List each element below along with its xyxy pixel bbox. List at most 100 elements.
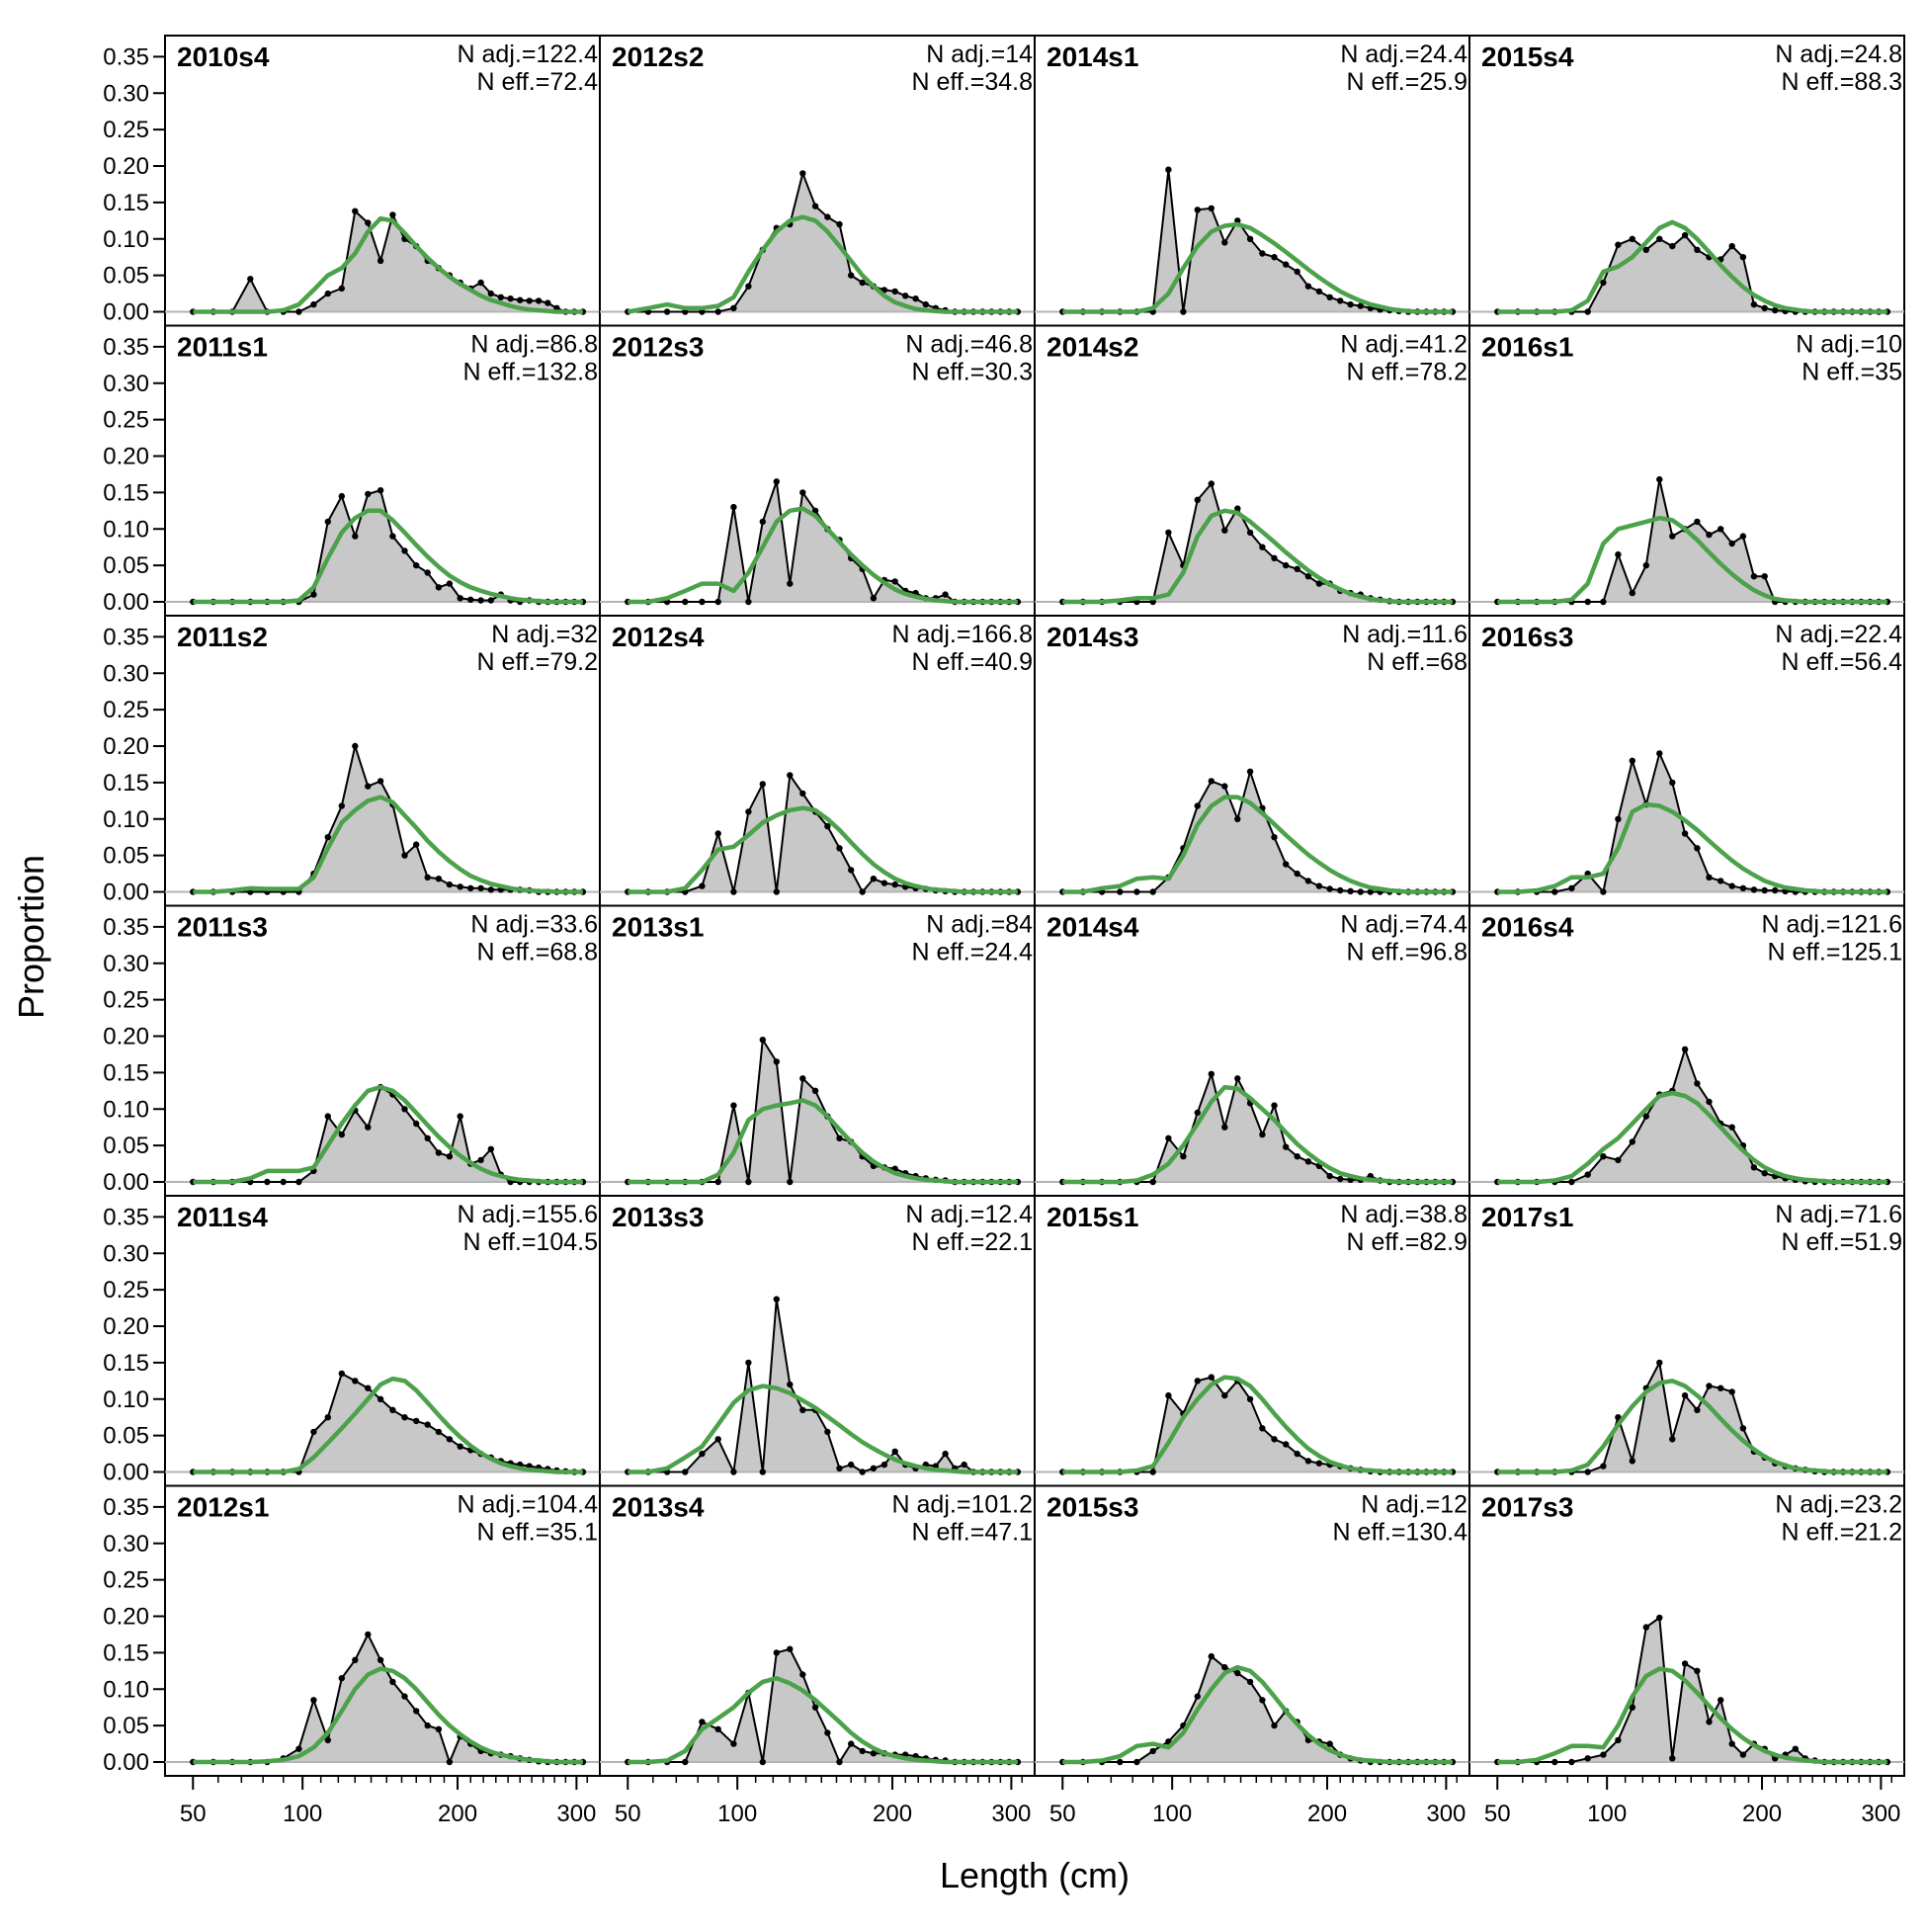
panel-n-adj: N adj.=24.8: [1775, 41, 1902, 68]
observed-point: [1194, 1109, 1202, 1117]
observed-point: [730, 503, 737, 511]
observed-point: [435, 1149, 443, 1156]
y-tick-label: 0.35: [103, 624, 149, 650]
observed-point: [1600, 598, 1607, 606]
panel-label: 2014s1: [1047, 42, 1138, 72]
observed-point: [389, 211, 396, 218]
y-tick-label: 0.00: [103, 299, 149, 326]
x-tick-label: 50: [615, 1801, 641, 1827]
observed-point: [1728, 882, 1735, 889]
observed-point: [457, 595, 463, 602]
observed-point: [1706, 531, 1713, 539]
panel-2013s3: 2013s3 N adj.=12.4N eff.=22.1: [599, 1195, 1036, 1487]
observed-point: [1337, 297, 1344, 304]
panel-label: 2014s2: [1047, 332, 1138, 363]
observed-point: [1642, 1113, 1650, 1120]
observed-point: [1326, 1740, 1333, 1747]
observed-point: [1283, 1441, 1290, 1448]
observed-point: [1149, 1178, 1156, 1186]
panel-2010s4: 2010s4 N adj.=122.4N eff.=72.4 0.00 0.05 0.1…: [103, 35, 601, 327]
observed-point: [487, 886, 494, 893]
observed-point: [1750, 1164, 1758, 1171]
observed-point: [310, 1697, 317, 1704]
observed-point: [1761, 304, 1768, 311]
panel-2016s3: 2016s3 N adj.=22.4N eff.=56.4: [1468, 615, 1905, 907]
observed-point: [1739, 884, 1747, 891]
observed-point: [1246, 1678, 1254, 1686]
observed-point: [1629, 1458, 1636, 1465]
observed-point: [730, 1740, 737, 1747]
observed-point: [310, 1428, 317, 1436]
observed-point: [352, 1378, 359, 1385]
observed-point: [389, 1406, 396, 1414]
expected-line: [1497, 1666, 1887, 1765]
panel-label: 2017s1: [1481, 1202, 1573, 1232]
observed-point: [446, 1758, 454, 1766]
observed-point: [377, 257, 384, 265]
observed-point: [759, 1758, 766, 1766]
observed-point: [1194, 802, 1202, 809]
panel-n-eff: N eff.=68: [1367, 648, 1467, 676]
panel-2013s1: 2013s1 N adj.=84N eff.=24.4: [599, 904, 1036, 1197]
observed-point: [859, 279, 866, 287]
y-tick-label: 0.10: [103, 226, 149, 253]
observed-point: [1718, 526, 1724, 533]
panel-2012s2: 2012s2 N adj.=14N eff.=34.8: [599, 35, 1036, 327]
y-tick-label: 0.10: [103, 1676, 149, 1703]
panel-n-eff: N eff.=56.4: [1781, 648, 1902, 676]
observed-point: [848, 272, 855, 279]
observed-point: [961, 1461, 967, 1469]
observed-point: [1728, 1740, 1735, 1747]
y-tick-label: 0.05: [103, 552, 149, 579]
observed-point: [836, 1134, 843, 1142]
expected-line: [628, 1675, 1018, 1765]
observed-point: [1600, 1153, 1607, 1160]
observed-point: [773, 1649, 780, 1656]
expected-line: [1062, 508, 1453, 605]
observed-point: [1772, 886, 1779, 894]
y-tick-label: 0.00: [103, 1169, 149, 1196]
observed-point: [1706, 1719, 1713, 1725]
observed-point: [759, 518, 766, 526]
observed-point: [424, 874, 431, 881]
observed-point: [1259, 250, 1266, 257]
observed-point: [446, 1436, 454, 1443]
observed-point: [714, 308, 721, 315]
observed-point: [1718, 878, 1724, 884]
observed-point: [1568, 1178, 1575, 1186]
y-tick-label: 0.05: [103, 1133, 149, 1159]
observed-area: [1497, 1049, 1887, 1182]
observed-point: [1180, 1153, 1187, 1160]
observed-point: [1294, 1153, 1300, 1160]
observed-point: [1246, 529, 1254, 537]
observed-point: [1304, 283, 1312, 290]
observed-point: [1221, 783, 1228, 790]
panel-n-eff: N eff.=40.9: [911, 648, 1033, 676]
observed-point: [446, 1153, 454, 1160]
observed-point: [1568, 884, 1575, 891]
observed-point: [338, 1675, 345, 1682]
observed-point: [1304, 1458, 1312, 1465]
observed-point: [799, 170, 806, 177]
observed-point: [324, 1736, 331, 1744]
observed-point: [1739, 533, 1747, 540]
observed-point: [1194, 207, 1202, 213]
observed-point: [1326, 885, 1333, 892]
observed-point: [338, 492, 345, 500]
observed-point: [859, 1747, 866, 1755]
observed-point: [759, 781, 766, 788]
observed-point: [1208, 1374, 1215, 1381]
y-tick-label: 0.15: [103, 1639, 149, 1666]
y-axis-title: Proportion: [11, 855, 51, 1019]
x-axis-title: Length (cm): [940, 1855, 1130, 1895]
panel-label: 2012s1: [177, 1492, 269, 1523]
observed-point: [435, 584, 443, 591]
observed-point: [1728, 540, 1735, 547]
observed-area: [628, 173, 1018, 312]
panel-n-adj: N adj.=121.6: [1762, 911, 1902, 939]
observed-point: [324, 290, 331, 297]
expected-line: [627, 214, 1018, 314]
observed-point: [799, 790, 806, 798]
expected-line: [1497, 219, 1887, 314]
observed-point: [699, 1719, 706, 1725]
